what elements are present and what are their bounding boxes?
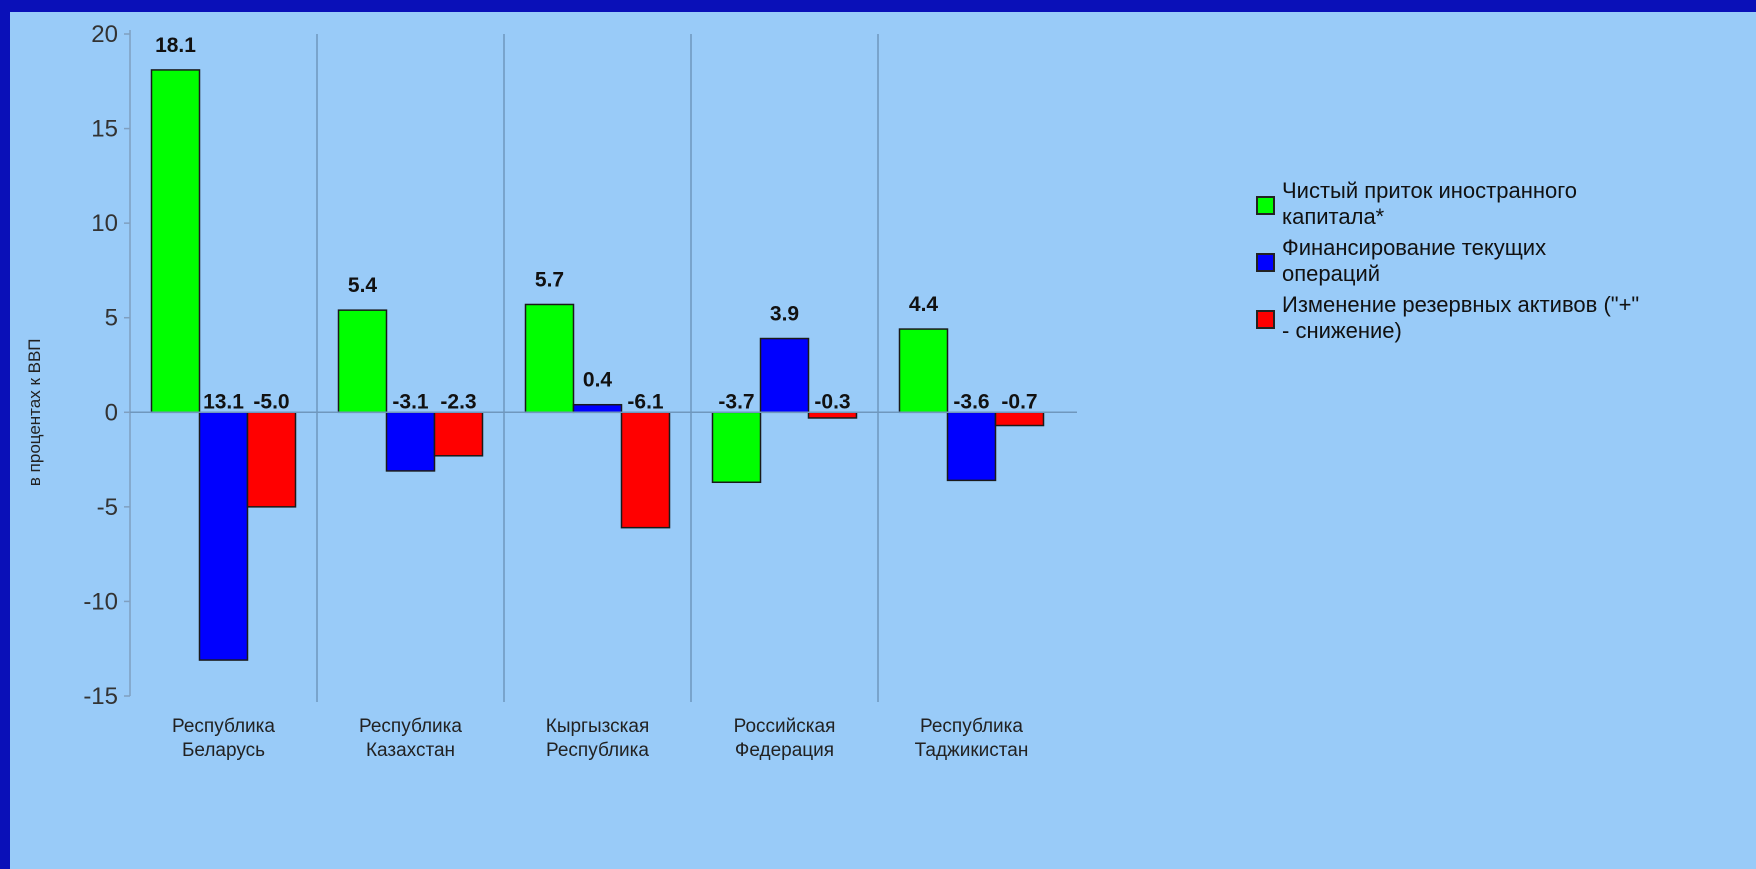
data-label: 4.4: [909, 293, 939, 316]
legend-label: капитала*: [1282, 204, 1385, 229]
legend-item: Изменение резервных активов ("+" - снижен…: [1256, 292, 1756, 344]
legend-label: - снижение): [1282, 318, 1402, 343]
category-label: Российская: [734, 716, 836, 737]
bar: [759, 337, 810, 414]
data-label: 18.1: [155, 34, 196, 57]
legend-swatch: [1256, 310, 1275, 329]
bar: [711, 411, 762, 484]
legend-label: Финансирование текущих: [1282, 235, 1547, 260]
bar: [946, 411, 997, 482]
category-label: Федерация: [735, 740, 834, 761]
data-label: -0.7: [1001, 390, 1037, 413]
y-axis-label: в процентах к ВВП: [25, 338, 44, 486]
y-tick-label: 15: [91, 116, 118, 143]
y-tick-label: -10: [83, 588, 118, 615]
legend-swatch: [1256, 253, 1275, 272]
bar: [898, 328, 949, 414]
chart-legend: Чистый приток иностранного капитала* Финан…: [1256, 178, 1756, 349]
y-tick-label: 5: [105, 305, 118, 332]
data-label: -3.1: [392, 390, 429, 413]
bar: [150, 69, 201, 414]
data-label: 5.7: [535, 268, 564, 291]
category-label: Республика: [172, 716, 275, 737]
bar: [246, 411, 297, 508]
data-label: -0.3: [814, 390, 850, 413]
bar: [572, 403, 623, 414]
y-tick-label: 20: [91, 21, 118, 48]
data-label: -6.1: [627, 390, 664, 413]
data-label: 13.1: [203, 390, 244, 413]
bar: [385, 411, 436, 472]
bar: [994, 411, 1045, 427]
chart-panel: 20 15 10 5 0 -5 -10 -15 в процентах к ВВП 18.1 5.4…: [10, 12, 1756, 869]
category-label: Республика: [359, 716, 462, 737]
data-label: -3.7: [718, 390, 754, 413]
y-tick-label: -15: [83, 683, 118, 710]
category-label: Кыргызская: [546, 716, 649, 737]
bar: [337, 309, 388, 414]
category-label: Республика: [546, 740, 649, 761]
legend-label: Чистый приток иностранного: [1282, 178, 1578, 203]
legend-label: Изменение резервных активов ("+": [1282, 292, 1640, 317]
y-tick-label: -5: [97, 494, 118, 521]
legend-item: Чистый приток иностранного капитала*: [1256, 178, 1756, 230]
y-tick-label: 0: [105, 399, 118, 426]
bar: [524, 303, 575, 414]
data-label: -3.6: [953, 390, 989, 413]
category-label: Беларусь: [182, 740, 265, 761]
data-label: 3.9: [770, 303, 799, 326]
category-label: Казахстан: [366, 740, 455, 761]
data-label: -5.0: [253, 390, 289, 413]
legend-label: операций: [1282, 261, 1381, 286]
category-label: Таджикистан: [915, 740, 1029, 761]
category-label: Республика: [920, 716, 1023, 737]
legend-swatch: [1256, 196, 1275, 215]
data-label: -2.3: [440, 390, 476, 413]
y-tick-label: 10: [91, 210, 118, 237]
legend-item: Финансирование текущих операций: [1256, 235, 1756, 287]
bar: [620, 411, 671, 529]
bar: [433, 411, 484, 457]
bar-chart: 20 15 10 5 0 -5 -10 -15 в процентах к ВВП 18.1 5.4…: [25, 21, 1077, 761]
data-label: 5.4: [348, 274, 378, 297]
bar: [198, 411, 249, 661]
data-label: 0.4: [583, 369, 613, 392]
